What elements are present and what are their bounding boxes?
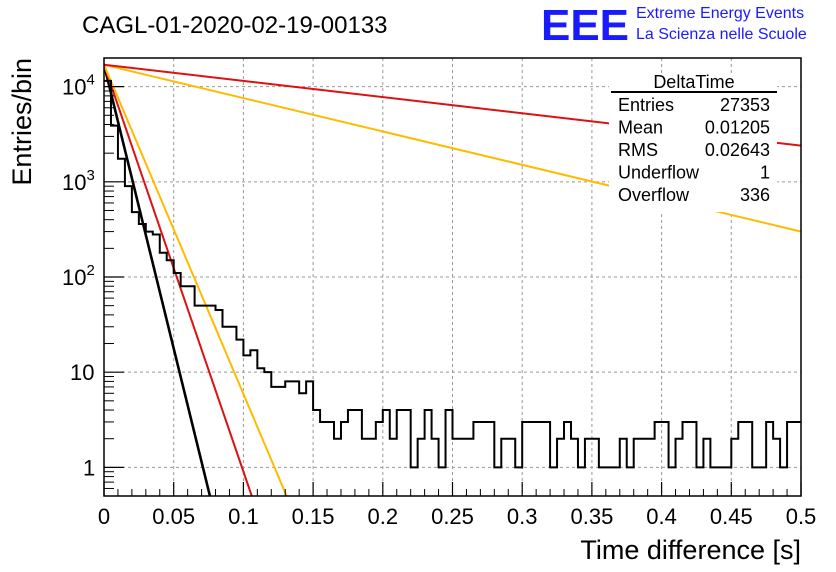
- chart-title: CAGL-01-2020-02-19-00133: [82, 12, 388, 39]
- x-tick-label: 0.2: [368, 504, 399, 529]
- fit-curve-1: [104, 64, 212, 496]
- stats-value: 336: [740, 185, 770, 205]
- stats-box-title: DeltaTime: [653, 72, 734, 92]
- stats-value: 27353: [720, 95, 770, 115]
- x-tick-label: 0.3: [507, 504, 538, 529]
- stats-value: 1: [760, 163, 770, 183]
- x-tick-label: 0.45: [710, 504, 753, 529]
- x-tick-label: 0: [98, 504, 110, 529]
- y-tick-label: 10: [70, 360, 94, 385]
- x-tick-label: 0.05: [152, 504, 195, 529]
- y-tick-label: 102: [62, 262, 95, 290]
- logo-line-2: La Scienza nelle Scuole: [636, 26, 807, 43]
- stats-label: Mean: [618, 118, 663, 138]
- y-tick-label: 1: [83, 455, 95, 480]
- stats-box-background: [609, 74, 777, 212]
- x-tick-label: 0.4: [646, 504, 677, 529]
- stats-label: Underflow: [618, 163, 700, 183]
- logo-letters: EEE: [541, 1, 629, 50]
- x-axis: 0 0.05 0.1 0.15 0.2 0.25 0.3 0.35 0.4 0.45 0.5: [98, 482, 816, 529]
- x-tick-label: 0.35: [570, 504, 613, 529]
- y-tick-label: 104: [62, 72, 95, 100]
- logo: EEE Extreme Energy Events La Scienza nel…: [541, 1, 807, 50]
- x-axis-title: Time difference [s]: [580, 535, 801, 565]
- y-axis-title: Entries/bin: [7, 58, 37, 186]
- stats-label: Overflow: [618, 185, 690, 205]
- y-axis: 1 10 102 103 104: [62, 57, 124, 497]
- y-tick-label: 103: [62, 167, 95, 195]
- stats-box: DeltaTime Entries 27353 Mean 0.01205 RMS 0.02…: [609, 72, 777, 212]
- x-tick-label: 0.5: [786, 504, 817, 529]
- stats-label: Entries: [618, 95, 674, 115]
- fit-curve-2: [104, 64, 253, 496]
- stats-label: RMS: [618, 140, 658, 160]
- logo-line-1: Extreme Energy Events: [636, 5, 804, 22]
- stats-value: 0.01205: [705, 118, 770, 138]
- fit-curve-3: [104, 64, 288, 496]
- x-tick-label: 0.1: [228, 504, 259, 529]
- stats-value: 0.02643: [705, 140, 770, 160]
- x-tick-label: 0.15: [292, 504, 335, 529]
- x-tick-label: 0.25: [431, 504, 474, 529]
- histogram: [104, 79, 801, 469]
- histogram-step-line: [104, 79, 801, 469]
